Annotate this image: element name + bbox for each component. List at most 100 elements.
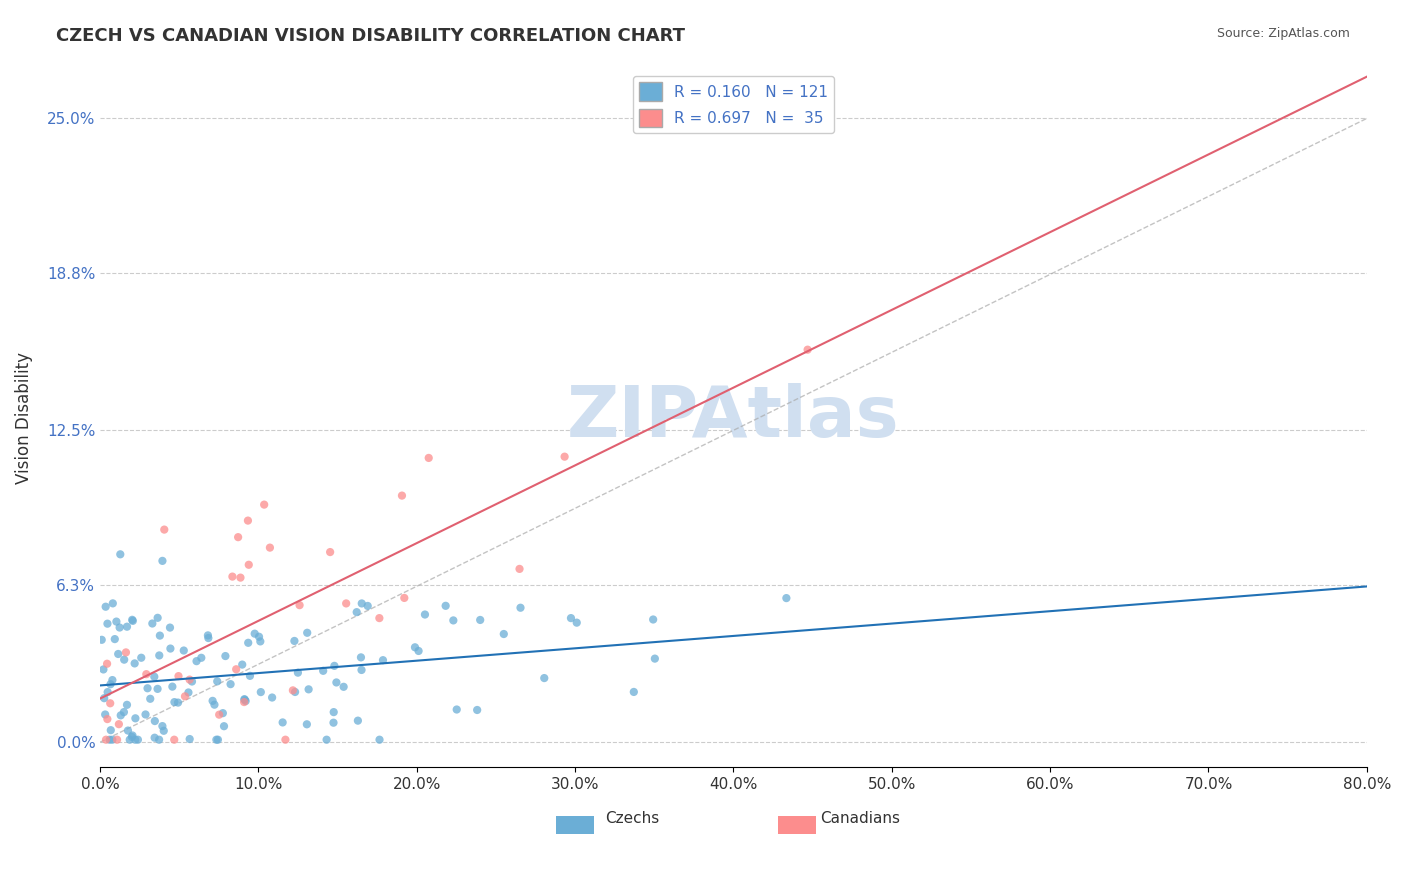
Point (323, 658, 346, 673)
Point (94, 599, 117, 614)
Point (391, 489, 413, 503)
Point (295, 717, 318, 731)
Point (247, 630, 270, 644)
Point (322, 715, 344, 730)
Point (233, 692, 256, 706)
Point (204, 698, 226, 712)
Point (101, 596, 124, 610)
Point (143, 670, 166, 684)
Point (90, 632, 112, 647)
Point (153, 523, 176, 537)
Point (197, 631, 219, 645)
Point (146, 611, 169, 625)
Point (233, 692, 256, 706)
Point (350, 597, 373, 611)
Point (623, 685, 645, 699)
Point (118, 732, 141, 747)
Point (141, 616, 163, 631)
Point (243, 626, 266, 640)
Point (565, 615, 588, 630)
Point (271, 715, 294, 730)
FancyBboxPatch shape (778, 816, 815, 833)
Point (124, 657, 146, 671)
Point (139, 691, 162, 706)
Point (159, 641, 181, 656)
Point (181, 674, 204, 689)
Y-axis label: Vision Disability: Vision Disability (15, 351, 32, 483)
Point (492, 627, 515, 641)
Point (93, 662, 115, 676)
Point (233, 695, 256, 709)
Point (262, 690, 284, 705)
Point (100, 677, 122, 691)
Point (434, 599, 457, 613)
Point (179, 732, 201, 747)
Point (115, 620, 138, 634)
Point (219, 677, 242, 691)
Point (96, 657, 118, 671)
Point (124, 732, 146, 747)
Point (253, 498, 276, 512)
Point (112, 653, 135, 667)
Point (350, 650, 373, 665)
Point (179, 673, 201, 687)
Point (236, 514, 259, 528)
Point (259, 541, 281, 555)
Text: Source: ZipAtlas.com: Source: ZipAtlas.com (1216, 27, 1350, 40)
Point (100, 723, 122, 738)
Legend: R = 0.160   N = 121, R = 0.697   N =  35: R = 0.160 N = 121, R = 0.697 N = 35 (633, 76, 834, 133)
Point (127, 732, 149, 747)
Point (167, 696, 190, 710)
Point (413, 607, 436, 622)
Point (315, 732, 337, 747)
Text: Czechs: Czechs (605, 811, 659, 826)
Point (152, 723, 174, 738)
Point (163, 695, 186, 709)
Point (101, 673, 124, 687)
Point (357, 599, 380, 613)
Point (350, 663, 373, 677)
Point (148, 648, 170, 663)
Point (297, 682, 319, 697)
Point (190, 650, 212, 665)
Point (470, 613, 492, 627)
Point (177, 685, 200, 699)
Point (98, 732, 121, 747)
Point (509, 562, 531, 576)
Text: Canadians: Canadians (820, 811, 900, 826)
Point (186, 654, 208, 668)
Point (335, 596, 357, 610)
Point (274, 732, 297, 747)
Point (117, 723, 139, 738)
Point (796, 343, 818, 357)
Point (121, 729, 143, 743)
Point (207, 732, 229, 747)
Point (533, 671, 555, 685)
Point (312, 664, 335, 678)
Point (643, 613, 665, 627)
Point (152, 554, 174, 568)
Point (249, 634, 271, 648)
Point (288, 598, 311, 612)
Point (115, 698, 138, 712)
Point (404, 640, 426, 655)
Point (319, 545, 342, 559)
Point (446, 702, 468, 716)
Point (104, 632, 127, 646)
Point (418, 450, 440, 465)
Point (167, 669, 190, 683)
Point (121, 730, 143, 744)
Point (325, 675, 347, 690)
Point (644, 651, 666, 665)
Point (207, 674, 229, 689)
Point (229, 571, 252, 585)
Point (121, 614, 143, 628)
Point (283, 634, 305, 648)
Point (281, 683, 304, 698)
Point (112, 705, 135, 719)
Point (408, 644, 430, 658)
Point (121, 613, 143, 627)
Point (235, 694, 257, 708)
Point (347, 714, 370, 728)
Point (173, 643, 195, 657)
